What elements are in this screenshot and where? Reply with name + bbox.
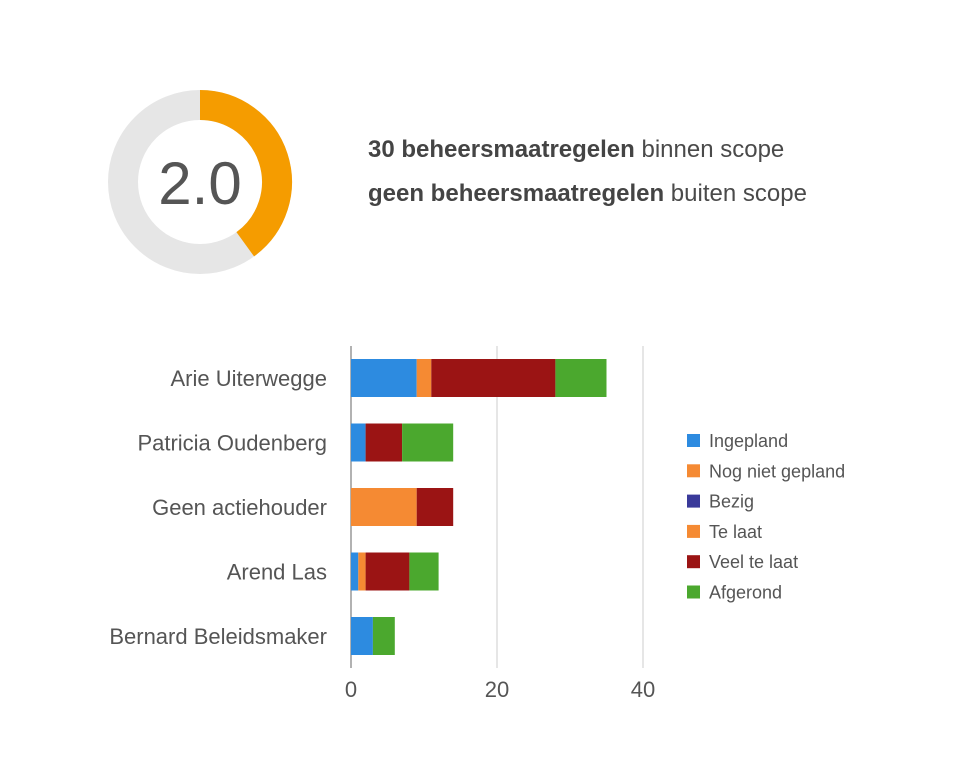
- bar-segment: [358, 552, 366, 591]
- legend-label: Te laat: [709, 522, 762, 542]
- bar-segment: [402, 423, 454, 462]
- legend-swatch: [687, 464, 700, 478]
- category-label: Arend Las: [227, 560, 327, 585]
- legend-swatch: [687, 494, 700, 508]
- score-gauge: 2.0: [108, 90, 292, 274]
- legend-label: Afgerond: [709, 583, 782, 603]
- category-label: Patricia Oudenberg: [137, 431, 327, 456]
- in-scope-label: binnen scope: [634, 136, 785, 163]
- legend-label: Bezig: [709, 492, 754, 512]
- out-of-scope-count: geen beheersmaatregelen: [368, 180, 665, 207]
- legend-label: Ingepland: [709, 431, 788, 451]
- bar-segment: [351, 488, 417, 526]
- in-scope-summary: 30 beheersmaatregelen binnen scope: [368, 136, 784, 164]
- x-tick-label: 20: [485, 677, 509, 702]
- category-label: Bernard Beleidsmaker: [109, 624, 327, 649]
- bar-segment: [409, 552, 439, 591]
- in-scope-count: 30 beheersmaatregelen: [368, 136, 635, 163]
- legend-swatch: [687, 434, 700, 447]
- legend-label: Veel te laat: [709, 552, 798, 572]
- bar-segment: [351, 359, 417, 397]
- bar-segment: [431, 359, 556, 397]
- bars: [351, 359, 607, 655]
- bar-segment: [351, 617, 373, 655]
- legend-swatch: [687, 524, 700, 538]
- bar-segment: [351, 423, 366, 462]
- bar-segment: [365, 552, 410, 591]
- out-of-scope-label: buiten scope: [664, 180, 807, 207]
- bar-segment: [555, 359, 607, 397]
- bar-segment: [416, 488, 454, 526]
- bar-segment: [351, 552, 359, 591]
- legend-swatch: [687, 555, 700, 569]
- score-gauge-arc: [199, 90, 292, 257]
- chart-legend: Ingepland Nog niet gepland Bezig Te laat Vee…: [687, 431, 845, 603]
- bar-segment: [365, 423, 403, 462]
- category-label: Geen actiehouder: [152, 495, 327, 520]
- legend-label: Nog niet gepland: [709, 461, 845, 481]
- bar-segment: [416, 359, 432, 397]
- category-label: Arie Uiterwegge: [170, 366, 327, 391]
- bar-segment: [372, 617, 395, 655]
- score-value: 2.0: [158, 150, 241, 217]
- x-tick-label: 0: [345, 677, 357, 702]
- legend-swatch: [687, 585, 700, 599]
- x-tick-label: 40: [631, 677, 655, 702]
- out-of-scope-summary: geen beheersmaatregelen buiten scope: [368, 180, 807, 208]
